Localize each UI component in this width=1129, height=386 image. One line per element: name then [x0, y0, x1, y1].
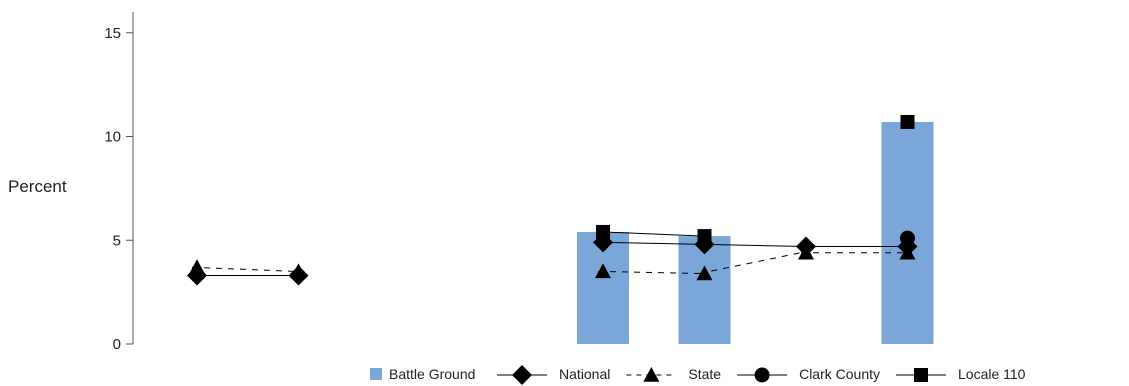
y-tick-label: 0 [113, 336, 121, 353]
legend: Battle Ground National State Clark County Lo… [370, 365, 1026, 385]
legend-label-national: National [559, 366, 610, 382]
legend-marker-state [643, 367, 660, 382]
marker-state [696, 265, 713, 281]
marker-state [798, 244, 814, 260]
legend-marker-national [512, 365, 532, 385]
line-segment-national [704, 243, 807, 247]
line-segment-state [597, 270, 700, 274]
marker-locale-110 [697, 229, 712, 244]
legend-marker-clark-county [754, 367, 770, 383]
marker-state [189, 259, 205, 275]
legend-label-battle-ground: Battle Ground [389, 366, 475, 382]
y-tick-label: 15 [104, 25, 121, 42]
marker-locale-110 [596, 224, 610, 239]
line-segment-locale-110 [602, 231, 705, 237]
line-segment-state [191, 266, 294, 272]
line-segment-national [602, 241, 705, 245]
marker-locale-110 [900, 114, 915, 129]
marker-clark-county [900, 230, 915, 246]
y-tick-label: 5 [113, 232, 121, 249]
marker-state [290, 263, 307, 279]
y-tick-label: 10 [104, 129, 121, 146]
marker-state [595, 263, 611, 279]
y-axis-title: Percent [8, 177, 67, 196]
marker-state [899, 244, 916, 260]
legend-swatch-battle-ground [370, 368, 382, 380]
legend-label-state: State [688, 366, 721, 382]
line-segment-state [699, 252, 802, 274]
legend-label-locale-110: Locale 110 [958, 366, 1026, 382]
legend-marker-locale-110 [914, 368, 928, 382]
plot-area: 0 5 10 15 [104, 12, 934, 353]
legend-label-clark-county: Clark County [799, 366, 880, 382]
